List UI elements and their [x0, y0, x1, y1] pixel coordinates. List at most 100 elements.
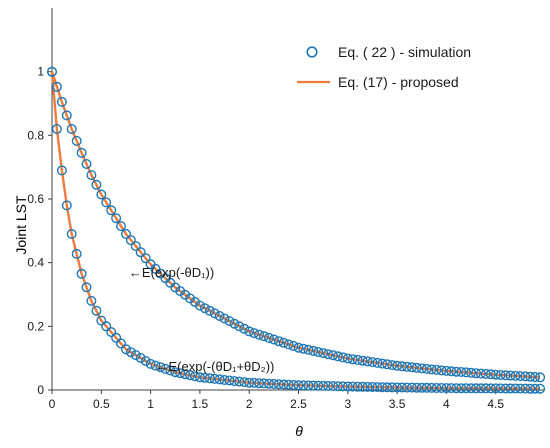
simulation-point-upper	[466, 367, 477, 378]
simulation-point-lower	[160, 363, 171, 374]
simulation-point-lower	[150, 360, 161, 371]
simulation-point-upper	[224, 316, 235, 327]
simulation-point-upper	[194, 300, 205, 311]
simulation-point-upper	[357, 355, 368, 366]
simulation-point-upper	[525, 371, 536, 382]
simulation-point-lower	[224, 375, 235, 386]
simulation-point-upper	[263, 332, 274, 343]
simulation-point-lower	[96, 315, 107, 326]
simulation-point-lower	[471, 383, 482, 394]
simulation-point-lower	[145, 358, 156, 369]
simulation-point-upper	[490, 369, 501, 380]
simulation-point-lower	[76, 268, 87, 279]
simulation-point-upper	[204, 305, 215, 316]
simulation-point-lower	[175, 368, 186, 379]
simulation-point-upper	[209, 308, 220, 319]
simulation-point-upper	[259, 331, 270, 342]
simulation-point-lower	[377, 382, 388, 393]
simulation-point-lower	[347, 381, 358, 392]
simulation-point-lower	[426, 382, 437, 393]
x-tick-label: 2.5	[290, 397, 307, 411]
simulation-point-upper	[288, 341, 299, 352]
simulation-point-lower	[421, 382, 432, 393]
simulation-point-lower	[406, 382, 417, 393]
simulation-point-upper	[115, 221, 126, 232]
simulation-point-upper	[303, 344, 314, 355]
simulation-point-lower	[352, 381, 363, 392]
simulation-point-upper	[441, 365, 452, 376]
simulation-point-lower	[461, 383, 472, 394]
simulation-point-lower	[535, 383, 546, 394]
simulation-point-lower	[446, 383, 457, 394]
simulation-point-lower	[239, 377, 250, 388]
simulation-point-lower	[515, 383, 526, 394]
simulation-point-lower	[490, 383, 501, 394]
simulation-point-upper	[268, 334, 279, 345]
simulation-point-lower	[475, 383, 486, 394]
simulation-point-lower	[500, 383, 511, 394]
y-tick-label: 0.8	[27, 128, 44, 142]
simulation-point-lower	[456, 383, 467, 394]
simulation-point-upper	[510, 370, 521, 381]
y-tick-label: 0.4	[27, 256, 44, 270]
simulation-point-lower	[411, 382, 422, 393]
simulation-point-upper	[406, 362, 417, 373]
simulation-point-upper	[278, 337, 289, 348]
simulation-point-upper	[451, 366, 462, 377]
simulation-point-upper	[254, 329, 265, 340]
y-tick-label: 0	[37, 383, 44, 397]
simulation-point-lower	[184, 370, 195, 381]
simulation-point-upper	[337, 352, 348, 363]
simulation-point-lower	[229, 376, 240, 387]
simulation-point-lower	[337, 381, 348, 392]
simulation-point-lower	[283, 379, 294, 390]
simulation-point-upper	[111, 213, 122, 224]
legend-simulation-marker	[306, 46, 318, 58]
simulation-point-upper	[214, 311, 225, 322]
simulation-point-lower	[288, 380, 299, 391]
simulation-point-upper	[436, 365, 447, 376]
simulation-point-lower	[244, 377, 255, 388]
simulation-point-upper	[66, 123, 77, 134]
simulation-point-upper	[352, 354, 363, 365]
simulation-point-upper	[313, 347, 324, 358]
simulation-point-lower	[155, 362, 166, 373]
simulation-point-lower	[303, 380, 314, 391]
simulation-point-lower	[165, 365, 176, 376]
simulation-point-lower	[47, 66, 58, 77]
simulation-point-upper	[130, 241, 141, 252]
simulation-point-upper	[530, 372, 541, 383]
simulation-point-lower	[397, 382, 408, 393]
simulation-point-upper	[397, 361, 408, 372]
simulation-point-upper	[372, 357, 383, 368]
x-tick-label: 2	[246, 397, 253, 411]
simulation-point-lower	[81, 282, 92, 293]
simulation-point-lower	[101, 321, 112, 332]
simulation-point-upper	[135, 247, 146, 258]
y-axis-label: Joint LST	[13, 195, 29, 255]
simulation-point-lower	[214, 374, 225, 385]
simulation-point-upper	[431, 364, 442, 375]
simulation-point-lower	[189, 371, 200, 382]
simulation-point-lower	[451, 383, 462, 394]
simulation-point-upper	[392, 360, 403, 371]
simulation-point-upper	[283, 339, 294, 350]
simulation-point-lower	[510, 383, 521, 394]
x-tick-label: 4.5	[487, 397, 504, 411]
simulation-point-lower	[66, 228, 77, 239]
simulation-point-upper	[323, 349, 334, 360]
simulation-point-lower	[495, 383, 506, 394]
simulation-point-lower	[367, 382, 378, 393]
simulation-point-lower	[323, 381, 334, 392]
simulation-point-lower	[505, 383, 516, 394]
simulation-point-upper	[362, 356, 373, 367]
x-axis-label: θ	[295, 423, 303, 439]
simulation-point-upper	[96, 189, 107, 200]
simulation-point-upper	[140, 253, 151, 264]
simulation-point-lower	[209, 373, 220, 384]
simulation-point-upper	[56, 96, 67, 107]
simulation-point-upper	[76, 147, 87, 158]
simulation-point-upper	[81, 158, 92, 169]
